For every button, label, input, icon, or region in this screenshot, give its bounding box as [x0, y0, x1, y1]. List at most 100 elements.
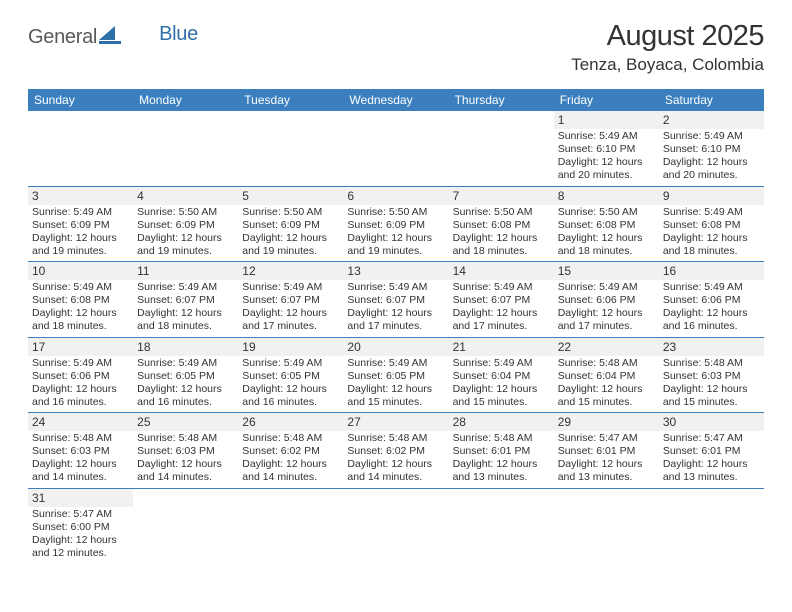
- day-body: Sunrise: 5:50 AMSunset: 6:08 PMDaylight:…: [554, 205, 659, 262]
- day-body: Sunrise: 5:50 AMSunset: 6:09 PMDaylight:…: [238, 205, 343, 262]
- day-cell: 27Sunrise: 5:48 AMSunset: 6:02 PMDayligh…: [343, 413, 448, 489]
- calendar-body: 1Sunrise: 5:49 AMSunset: 6:10 PMDaylight…: [28, 111, 764, 566]
- day-body: Sunrise: 5:49 AMSunset: 6:07 PMDaylight:…: [449, 280, 554, 337]
- day-cell: 20Sunrise: 5:49 AMSunset: 6:05 PMDayligh…: [343, 337, 448, 413]
- day-cell: 29Sunrise: 5:47 AMSunset: 6:01 PMDayligh…: [554, 413, 659, 489]
- day-body: Sunrise: 5:49 AMSunset: 6:07 PMDaylight:…: [133, 280, 238, 337]
- day-cell: 14Sunrise: 5:49 AMSunset: 6:07 PMDayligh…: [449, 262, 554, 338]
- day-cell: 24Sunrise: 5:48 AMSunset: 6:03 PMDayligh…: [28, 413, 133, 489]
- day-cell: 9Sunrise: 5:49 AMSunset: 6:08 PMDaylight…: [659, 186, 764, 262]
- day-number: 5: [238, 187, 343, 204]
- empty-cell: [133, 488, 238, 566]
- day-cell: 21Sunrise: 5:49 AMSunset: 6:04 PMDayligh…: [449, 337, 554, 413]
- day-body: Sunrise: 5:49 AMSunset: 6:09 PMDaylight:…: [28, 205, 133, 262]
- day-body: Sunrise: 5:48 AMSunset: 6:03 PMDaylight:…: [659, 356, 764, 413]
- day-body: Sunrise: 5:49 AMSunset: 6:05 PMDaylight:…: [238, 356, 343, 413]
- day-cell: 22Sunrise: 5:48 AMSunset: 6:04 PMDayligh…: [554, 337, 659, 413]
- day-number: 26: [238, 413, 343, 430]
- day-cell: 12Sunrise: 5:49 AMSunset: 6:07 PMDayligh…: [238, 262, 343, 338]
- day-cell: 18Sunrise: 5:49 AMSunset: 6:05 PMDayligh…: [133, 337, 238, 413]
- location: Tenza, Boyaca, Colombia: [571, 55, 764, 75]
- day-number: 8: [554, 187, 659, 204]
- empty-cell: [343, 111, 448, 186]
- day-number: 23: [659, 338, 764, 355]
- day-number: 21: [449, 338, 554, 355]
- day-body: Sunrise: 5:49 AMSunset: 6:05 PMDaylight:…: [133, 356, 238, 413]
- empty-cell: [449, 488, 554, 566]
- day-cell: 23Sunrise: 5:48 AMSunset: 6:03 PMDayligh…: [659, 337, 764, 413]
- day-number: 18: [133, 338, 238, 355]
- empty-cell: [554, 488, 659, 566]
- day-cell: 25Sunrise: 5:48 AMSunset: 6:03 PMDayligh…: [133, 413, 238, 489]
- day-cell: 19Sunrise: 5:49 AMSunset: 6:05 PMDayligh…: [238, 337, 343, 413]
- empty-cell: [449, 111, 554, 186]
- week-row: 24Sunrise: 5:48 AMSunset: 6:03 PMDayligh…: [28, 413, 764, 489]
- day-number: 14: [449, 262, 554, 279]
- day-body: Sunrise: 5:49 AMSunset: 6:06 PMDaylight:…: [659, 280, 764, 337]
- day-number: 28: [449, 413, 554, 430]
- day-body: Sunrise: 5:49 AMSunset: 6:04 PMDaylight:…: [449, 356, 554, 413]
- logo-text-blue: Blue: [159, 23, 198, 46]
- calendar-table: SundayMondayTuesdayWednesdayThursdayFrid…: [28, 89, 764, 566]
- day-number: 9: [659, 187, 764, 204]
- day-header: Sunday: [28, 89, 133, 111]
- day-body: Sunrise: 5:49 AMSunset: 6:07 PMDaylight:…: [238, 280, 343, 337]
- day-body: Sunrise: 5:50 AMSunset: 6:09 PMDaylight:…: [343, 205, 448, 262]
- empty-cell: [133, 111, 238, 186]
- day-number: 6: [343, 187, 448, 204]
- week-row: 1Sunrise: 5:49 AMSunset: 6:10 PMDaylight…: [28, 111, 764, 186]
- day-header: Saturday: [659, 89, 764, 111]
- day-header: Thursday: [449, 89, 554, 111]
- day-number: 24: [28, 413, 133, 430]
- day-cell: 10Sunrise: 5:49 AMSunset: 6:08 PMDayligh…: [28, 262, 133, 338]
- empty-cell: [28, 111, 133, 186]
- day-cell: 11Sunrise: 5:49 AMSunset: 6:07 PMDayligh…: [133, 262, 238, 338]
- day-number: 20: [343, 338, 448, 355]
- day-cell: 28Sunrise: 5:48 AMSunset: 6:01 PMDayligh…: [449, 413, 554, 489]
- empty-cell: [343, 488, 448, 566]
- day-body: Sunrise: 5:47 AMSunset: 6:01 PMDaylight:…: [554, 431, 659, 488]
- day-header: Wednesday: [343, 89, 448, 111]
- day-body: Sunrise: 5:47 AMSunset: 6:01 PMDaylight:…: [659, 431, 764, 488]
- day-number: 29: [554, 413, 659, 430]
- day-body: Sunrise: 5:49 AMSunset: 6:08 PMDaylight:…: [28, 280, 133, 337]
- day-body: Sunrise: 5:48 AMSunset: 6:02 PMDaylight:…: [343, 431, 448, 488]
- day-body: Sunrise: 5:48 AMSunset: 6:03 PMDaylight:…: [133, 431, 238, 488]
- day-cell: 16Sunrise: 5:49 AMSunset: 6:06 PMDayligh…: [659, 262, 764, 338]
- calendar-head: SundayMondayTuesdayWednesdayThursdayFrid…: [28, 89, 764, 111]
- day-number: 19: [238, 338, 343, 355]
- day-number: 3: [28, 187, 133, 204]
- day-number: 30: [659, 413, 764, 430]
- day-body: Sunrise: 5:49 AMSunset: 6:08 PMDaylight:…: [659, 205, 764, 262]
- day-number: 15: [554, 262, 659, 279]
- day-number: 10: [28, 262, 133, 279]
- day-body: Sunrise: 5:48 AMSunset: 6:02 PMDaylight:…: [238, 431, 343, 488]
- day-header: Monday: [133, 89, 238, 111]
- week-row: 17Sunrise: 5:49 AMSunset: 6:06 PMDayligh…: [28, 337, 764, 413]
- day-number: 13: [343, 262, 448, 279]
- day-number: 11: [133, 262, 238, 279]
- logo-sail-icon: [99, 26, 121, 49]
- week-row: 10Sunrise: 5:49 AMSunset: 6:08 PMDayligh…: [28, 262, 764, 338]
- empty-cell: [238, 488, 343, 566]
- day-body: Sunrise: 5:49 AMSunset: 6:06 PMDaylight:…: [28, 356, 133, 413]
- day-cell: 8Sunrise: 5:50 AMSunset: 6:08 PMDaylight…: [554, 186, 659, 262]
- logo: General Blue: [28, 26, 198, 49]
- day-cell: 2Sunrise: 5:49 AMSunset: 6:10 PMDaylight…: [659, 111, 764, 186]
- empty-cell: [659, 488, 764, 566]
- day-cell: 5Sunrise: 5:50 AMSunset: 6:09 PMDaylight…: [238, 186, 343, 262]
- day-number: 17: [28, 338, 133, 355]
- day-body: Sunrise: 5:50 AMSunset: 6:08 PMDaylight:…: [449, 205, 554, 262]
- empty-cell: [238, 111, 343, 186]
- day-body: Sunrise: 5:49 AMSunset: 6:10 PMDaylight:…: [554, 129, 659, 186]
- day-number: 27: [343, 413, 448, 430]
- day-cell: 6Sunrise: 5:50 AMSunset: 6:09 PMDaylight…: [343, 186, 448, 262]
- day-body: Sunrise: 5:49 AMSunset: 6:06 PMDaylight:…: [554, 280, 659, 337]
- day-cell: 31Sunrise: 5:47 AMSunset: 6:00 PMDayligh…: [28, 488, 133, 566]
- month-title: August 2025: [571, 20, 764, 53]
- day-body: Sunrise: 5:49 AMSunset: 6:05 PMDaylight:…: [343, 356, 448, 413]
- day-body: Sunrise: 5:48 AMSunset: 6:01 PMDaylight:…: [449, 431, 554, 488]
- day-cell: 4Sunrise: 5:50 AMSunset: 6:09 PMDaylight…: [133, 186, 238, 262]
- day-header: Friday: [554, 89, 659, 111]
- day-body: Sunrise: 5:48 AMSunset: 6:04 PMDaylight:…: [554, 356, 659, 413]
